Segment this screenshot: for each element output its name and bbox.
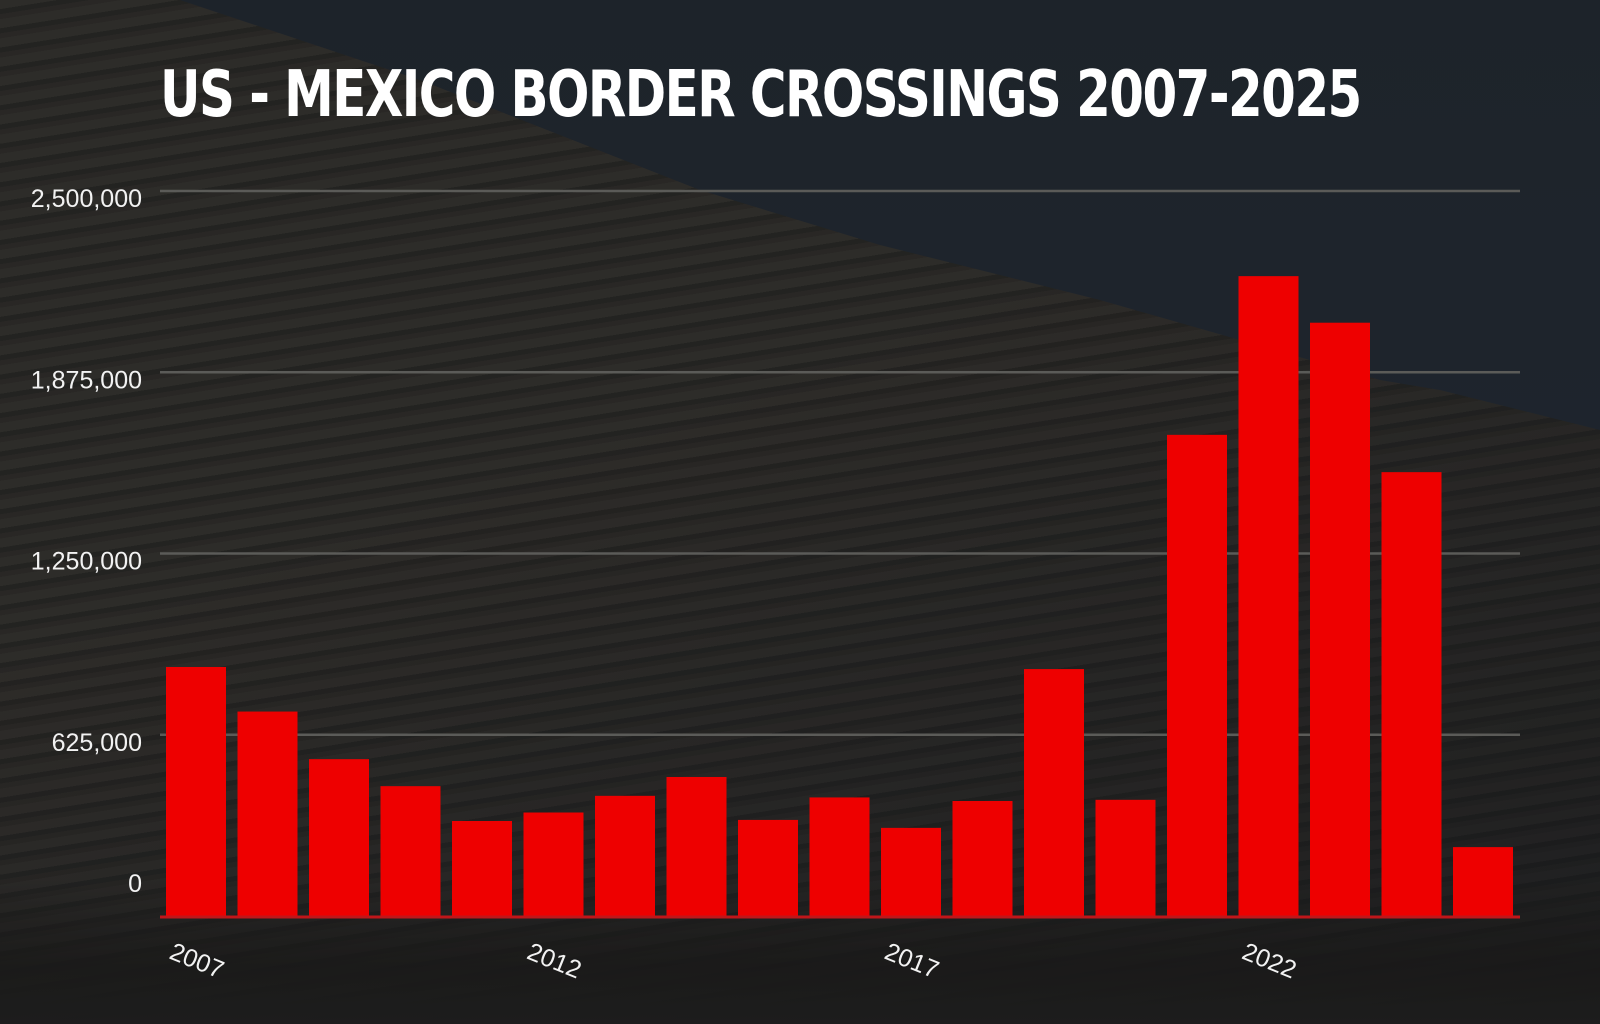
bar-2014 (666, 776, 727, 916)
x-tick-label: 2022 (1238, 938, 1300, 985)
bar-2016 (809, 797, 870, 916)
y-tick-label: 2,500,000 (31, 185, 142, 213)
x-axis-ticks: 2007 2012 2017 2022 (166, 938, 1301, 985)
y-tick-label: 1,875,000 (31, 366, 142, 394)
bar-2015 (738, 819, 798, 916)
y-tick-label: 1,250,000 (31, 548, 142, 576)
bar-2020 (1095, 799, 1156, 916)
bar-2009 (309, 759, 369, 916)
bar-2013 (595, 795, 655, 916)
y-tick-label: 0 (128, 870, 142, 898)
bar-2023 (1310, 322, 1370, 916)
bar-2010 (380, 786, 441, 916)
x-tick-label: 2007 (166, 938, 228, 985)
y-axis-ticks: 0 625,000 1,250,000 1,875,000 2,500,000 (31, 185, 142, 898)
bar-2021 (1167, 434, 1227, 916)
bar-2018 (952, 800, 1013, 916)
x-tick-label: 2012 (523, 938, 585, 985)
bar-2019 (1024, 669, 1084, 916)
bar-2022 (1238, 276, 1299, 916)
bar-2012 (523, 812, 584, 916)
bar-2024 (1381, 472, 1442, 916)
bars (166, 276, 1513, 916)
bar-2017 (881, 827, 941, 916)
bar-2011 (452, 821, 512, 916)
bar-2025 (1453, 847, 1513, 916)
bar-2007 (166, 666, 226, 916)
chart-title: US - MEXICO BORDER CROSSINGS 2007-2025 (160, 58, 1362, 132)
bar-2008 (237, 711, 298, 916)
x-tick-label: 2017 (881, 938, 943, 985)
y-tick-label: 625,000 (52, 729, 142, 757)
